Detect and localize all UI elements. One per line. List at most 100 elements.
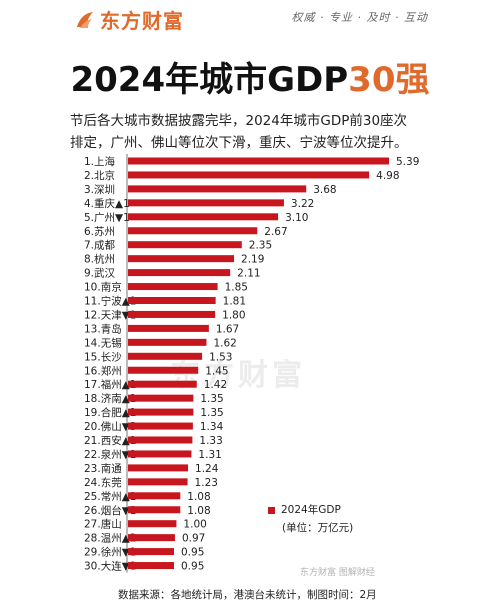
brand: 东方财富 xyxy=(74,5,184,34)
description-line-1: 节后各大城市数据披露完毕，2024年城市GDP前30座次 xyxy=(70,113,408,129)
category-label: 1.上海 xyxy=(84,155,116,168)
bar-value-label: 1.85 xyxy=(225,282,248,294)
description: 节后各大城市数据披露完毕，2024年城市GDP前30座次 排定，广州、佛山等位次… xyxy=(70,110,450,154)
category-label: 23.南通 xyxy=(84,462,122,475)
category-label: 8.杭州 xyxy=(84,253,115,266)
category-label: 10.南京 xyxy=(84,281,122,294)
brand-logo-icon xyxy=(77,11,93,28)
bar-value-label: 2.35 xyxy=(249,240,272,252)
bar xyxy=(128,422,193,430)
bar-value-label: 4.98 xyxy=(376,170,399,182)
bar xyxy=(128,436,193,444)
bar xyxy=(128,408,194,416)
category-label: 5.广州▼1 xyxy=(84,212,130,224)
bar xyxy=(128,478,188,486)
bar xyxy=(128,548,175,556)
bar xyxy=(128,171,370,179)
bar xyxy=(128,450,192,458)
category-label: 20.佛山▼3 xyxy=(84,420,136,433)
category-label: 26.烟台▼1 xyxy=(84,504,136,517)
gdp-bar-chart: 1.上海 5.39 2.北京 4.98 3.深圳 3.68 4.重庆▲1 3.22 5.广州▼1… xyxy=(84,154,419,573)
title-main: 2024年城市GDP xyxy=(70,60,349,100)
bar-value-label: 5.39 xyxy=(396,156,419,168)
bar xyxy=(128,157,389,165)
bar xyxy=(128,241,242,249)
category-label: 9.武汉 xyxy=(84,267,116,280)
description-line-2: 排定，广州、佛山等位次下滑，重庆、宁波等位次提升。 xyxy=(70,135,408,151)
bar-value-label: 1.33 xyxy=(199,435,222,447)
bar xyxy=(128,213,279,221)
bar-value-label: 1.80 xyxy=(222,309,245,321)
bar xyxy=(128,394,194,402)
category-label: 2.北京 xyxy=(84,169,115,182)
category-label: 11.宁波▲1 xyxy=(84,295,136,308)
bar-value-label: 2.19 xyxy=(241,254,264,266)
category-label: 7.成都 xyxy=(84,240,116,252)
bar-value-label: 1.42 xyxy=(204,379,227,391)
bar-value-label: 1.23 xyxy=(195,477,218,489)
bar-value-label: 1.08 xyxy=(187,505,210,517)
bar xyxy=(128,185,307,193)
bar-value-label: 3.68 xyxy=(313,184,336,196)
bar xyxy=(128,227,258,235)
category-label: 16.郑州 xyxy=(84,364,122,377)
bar-value-label: 1.08 xyxy=(187,491,210,503)
category-label: 19.合肥▲1 xyxy=(84,406,136,419)
category-label: 13.青岛 xyxy=(84,322,122,335)
bar-value-label: 1.34 xyxy=(200,421,224,433)
bar-value-label: 0.97 xyxy=(182,533,205,545)
bar-value-label: 1.45 xyxy=(205,365,228,377)
chart-legend: 2024年GDP (单位：万亿元) xyxy=(268,502,353,535)
bar xyxy=(128,310,216,318)
category-label: 14.无锡 xyxy=(84,336,122,349)
bar-value-label: 1.62 xyxy=(213,337,236,349)
bar xyxy=(128,520,177,528)
bar xyxy=(128,283,218,291)
bar xyxy=(128,492,181,500)
page-title: 2024年城市GDP30强 xyxy=(0,52,500,101)
bar xyxy=(128,324,209,332)
bar-value-label: 0.95 xyxy=(181,561,204,573)
title-highlight: 30强 xyxy=(348,60,430,100)
category-label: 17.福州▲1 xyxy=(84,378,136,391)
category-label: 29.徐州▼1 xyxy=(84,546,136,559)
bar xyxy=(128,464,189,472)
bar-value-label: 1.31 xyxy=(198,449,221,461)
category-label: 27.唐山 xyxy=(84,518,122,531)
category-label: 3.深圳 xyxy=(84,184,115,196)
legend-series-label: 2024年GDP xyxy=(281,504,341,516)
bar-value-label: 1.53 xyxy=(209,351,232,363)
bar xyxy=(128,366,199,374)
bar xyxy=(128,506,181,514)
bar-value-label: 1.35 xyxy=(200,393,223,405)
data-source-footer: 数据来源：各地统计局，港澳台未统计，制图时间：2月 xyxy=(118,589,377,601)
category-label: 22.泉州▼1 xyxy=(84,448,136,461)
bar xyxy=(128,338,207,346)
bar xyxy=(128,297,216,304)
bar-value-label: 1.67 xyxy=(216,323,239,335)
category-label: 25.常州▲1 xyxy=(84,490,136,503)
category-label: 24.东莞 xyxy=(84,476,122,489)
bar-value-label: 1.35 xyxy=(200,407,223,419)
category-label: 30.大连▼1 xyxy=(84,560,136,573)
category-label: 12.天津▼1 xyxy=(84,309,136,321)
bar-value-label: 3.10 xyxy=(285,212,308,224)
bar xyxy=(128,255,235,263)
bar-value-label: 0.95 xyxy=(181,547,204,559)
bar xyxy=(128,380,197,388)
bar xyxy=(128,534,175,542)
bar-value-label: 1.81 xyxy=(223,296,246,308)
category-label: 6.苏州 xyxy=(84,225,115,238)
corner-watermark: 东方财富 图解财经 xyxy=(300,568,375,578)
category-label: 15.长沙 xyxy=(84,351,122,363)
category-label: 4.重庆▲1 xyxy=(84,197,130,210)
bar xyxy=(128,562,175,570)
category-label: 28.温州▲2 xyxy=(84,533,136,545)
category-label: 21.西安▲1 xyxy=(84,434,136,447)
brand-name: 东方财富 xyxy=(100,9,184,33)
brand-tagline: 权威 · 专业 · 及时 · 互动 xyxy=(291,11,428,24)
bar xyxy=(128,199,284,207)
bar-value-label: 2.11 xyxy=(237,268,260,280)
legend-unit-label: (单位：万亿元) xyxy=(282,522,354,534)
bar-value-label: 3.22 xyxy=(291,198,314,210)
